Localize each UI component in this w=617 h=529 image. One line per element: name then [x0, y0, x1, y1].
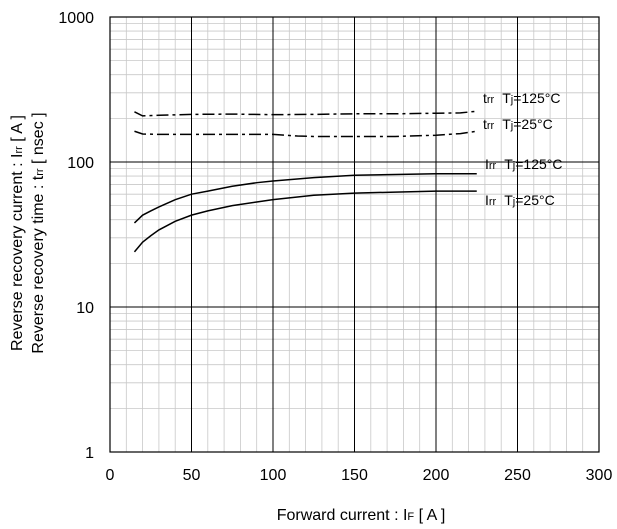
series-line-3: [133, 172, 477, 224]
series-label-3: Irr Tj=125°C: [485, 156, 562, 172]
y-tick-label: 100: [67, 155, 94, 172]
y-tick-label: 1000: [58, 10, 94, 27]
series-line-4: [133, 190, 477, 253]
x-tick-labels: 0 50 100 150 200 250 300: [106, 467, 613, 484]
x-tick-label: 300: [586, 467, 613, 484]
x-tick-label: 150: [341, 467, 368, 484]
major-grid: [110, 17, 599, 452]
x-tick-label: 100: [260, 467, 287, 484]
y-tick-label: 10: [76, 300, 94, 317]
x-tick-label: 200: [423, 467, 450, 484]
series-line-1: [134, 110, 477, 117]
series-annotations: trr Tj=125°C trr Tj=25°C Irr Tj=125°C Irr Tj=25…: [483, 90, 562, 208]
series-layer: [133, 110, 477, 253]
x-tick-label: 0: [106, 467, 115, 484]
plot-frame: [109, 16, 600, 453]
y-tick-labels: 1 10 100 1000: [58, 10, 94, 462]
series-line-2: [134, 130, 477, 138]
series-label-2: trr Tj=25°C: [483, 116, 553, 132]
x-axis-label: Forward current : IF [ A ]: [277, 507, 446, 524]
y-tick-label: 1: [85, 445, 94, 462]
x-tick-label: 250: [504, 467, 531, 484]
series-label-4: Irr Tj=25°C: [485, 192, 555, 208]
y-axis-label-line1: Reverse recovery current : Irr [ A ]: [9, 115, 26, 351]
y-axis-label-line2: Reverse recovery time : trr [ nsec ]: [30, 112, 47, 353]
series-label-1: trr Tj=125°C: [483, 90, 560, 106]
x-tick-label: 50: [183, 467, 201, 484]
